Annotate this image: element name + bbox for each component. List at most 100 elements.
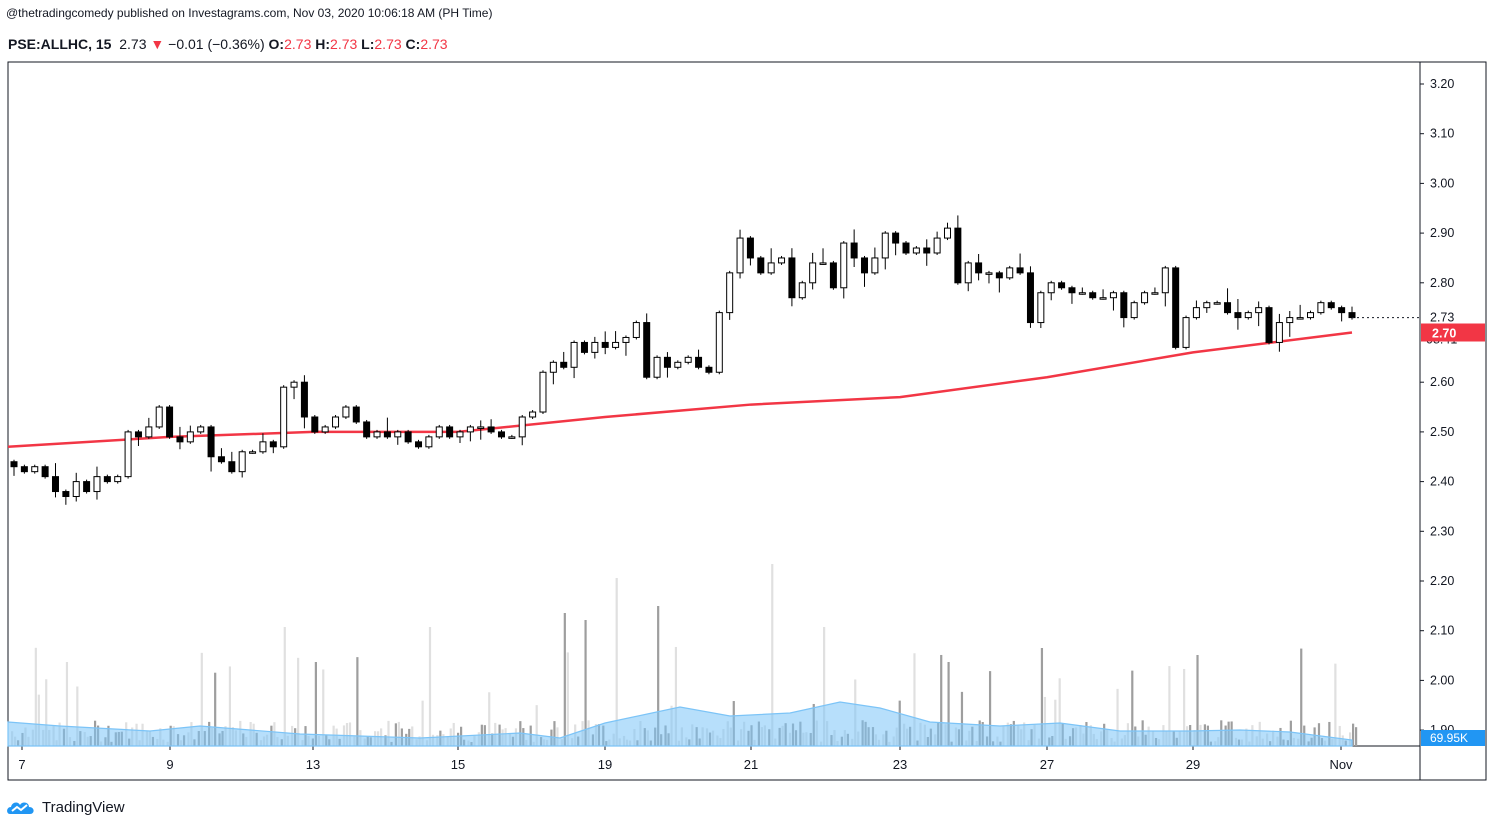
- candle-down: [663, 356, 671, 368]
- volume-bar: [283, 627, 286, 746]
- y-tick-label: 2.80: [1430, 276, 1454, 290]
- candle-down: [20, 466, 28, 473]
- candle-up: [1037, 292, 1045, 324]
- candle-down: [1224, 302, 1232, 314]
- candle-down: [103, 476, 111, 483]
- candle-up: [1255, 307, 1263, 314]
- candle-up: [186, 431, 194, 443]
- candle-up: [840, 242, 848, 289]
- candle-up: [1244, 312, 1252, 319]
- candle-down: [788, 257, 796, 299]
- candle-down: [705, 366, 713, 373]
- price-change: −0.01 (−0.36%): [168, 36, 265, 52]
- x-tick-label: 21: [744, 757, 758, 772]
- volume-bar: [1131, 670, 1134, 746]
- volume-bar: [1040, 648, 1044, 746]
- volume-bar: [823, 627, 826, 746]
- candle-up: [1161, 267, 1169, 294]
- candle-up: [964, 262, 972, 284]
- candle-up: [1047, 282, 1055, 294]
- low-label: L:: [361, 36, 375, 52]
- candle-down: [415, 441, 423, 448]
- candle-down: [497, 431, 505, 438]
- candle-down: [1234, 312, 1242, 319]
- candle-up: [612, 341, 620, 348]
- candle-up: [394, 431, 402, 438]
- volume-bar: [488, 692, 491, 746]
- volume-bar: [1352, 723, 1355, 746]
- candle-down: [166, 406, 174, 438]
- x-tick-label: 19: [598, 757, 612, 772]
- volume-bar: [1116, 688, 1119, 746]
- candle-down: [560, 361, 568, 368]
- candle-up: [280, 386, 288, 448]
- y-tick-label: 2.20: [1430, 574, 1454, 588]
- change-arrow-icon: ▼: [150, 36, 165, 52]
- volume-bar: [228, 666, 232, 746]
- volume-bar: [1058, 678, 1061, 746]
- candle-up: [736, 237, 744, 274]
- candle-down: [1338, 307, 1346, 314]
- y-tick-label: 2.50: [1430, 425, 1454, 439]
- candle-down: [1068, 287, 1076, 294]
- volume-bar: [1183, 668, 1186, 746]
- symbol-label[interactable]: PSE:ALLHC, 15: [8, 36, 112, 52]
- candle-up: [1109, 292, 1117, 299]
- volume-bar: [1300, 648, 1303, 746]
- volume-ma-area: [7, 701, 1353, 747]
- x-tick-label: 23: [893, 757, 907, 772]
- y-tick-label: 3.10: [1430, 127, 1454, 141]
- candle-up: [477, 426, 485, 429]
- volume-bar: [65, 662, 69, 746]
- plot-frame: [7, 61, 1421, 747]
- volume-bar: [913, 653, 916, 746]
- close-label: C:: [405, 36, 421, 52]
- candle-down: [829, 262, 837, 289]
- candle-up: [684, 356, 692, 363]
- candle-up: [1286, 317, 1294, 324]
- candle-down: [62, 491, 70, 498]
- candle-down: [269, 441, 277, 448]
- candle-up: [1317, 302, 1325, 314]
- candle-up: [1182, 317, 1190, 348]
- volume-bar: [76, 686, 79, 746]
- candle-up: [570, 341, 578, 368]
- volume-bar: [1338, 725, 1341, 746]
- x-tick-label: 9: [166, 757, 173, 772]
- candle-up: [1275, 322, 1283, 343]
- candle-down: [383, 431, 391, 438]
- volume-bar: [428, 627, 432, 746]
- candle-down: [902, 242, 910, 254]
- high-label: H:: [315, 36, 331, 52]
- candle-up: [1130, 302, 1138, 319]
- candle-up: [881, 232, 889, 259]
- candle-down: [311, 416, 319, 433]
- volume-bar: [960, 691, 964, 746]
- candle-up: [767, 262, 775, 274]
- candle-down: [446, 426, 454, 438]
- close-value: 2.73: [420, 36, 448, 52]
- volume-bar: [566, 652, 569, 746]
- tradingview-cloud-icon: [7, 802, 34, 814]
- candle-up: [114, 476, 122, 483]
- last-price-label: 2.73: [1430, 311, 1454, 325]
- volume-bar: [947, 662, 950, 746]
- candle-down: [207, 426, 215, 458]
- volume-bar: [556, 727, 559, 746]
- candle-up: [985, 272, 993, 275]
- candle-up: [674, 361, 682, 368]
- candle-up: [943, 227, 951, 239]
- volume-bar: [214, 672, 217, 746]
- candle-up: [72, 481, 80, 498]
- candle-up: [778, 257, 786, 264]
- volume-bar: [322, 669, 325, 746]
- candle-up: [1213, 302, 1221, 305]
- y-tick-label: 2.60: [1430, 375, 1454, 389]
- price-axis-frame: [1419, 61, 1487, 781]
- candle-down: [892, 232, 900, 244]
- tradingview-brand[interactable]: TradingView: [6, 798, 125, 816]
- y-tick-label: 2.90: [1430, 226, 1454, 240]
- candle-up: [290, 381, 298, 388]
- volume-bar: [356, 657, 359, 746]
